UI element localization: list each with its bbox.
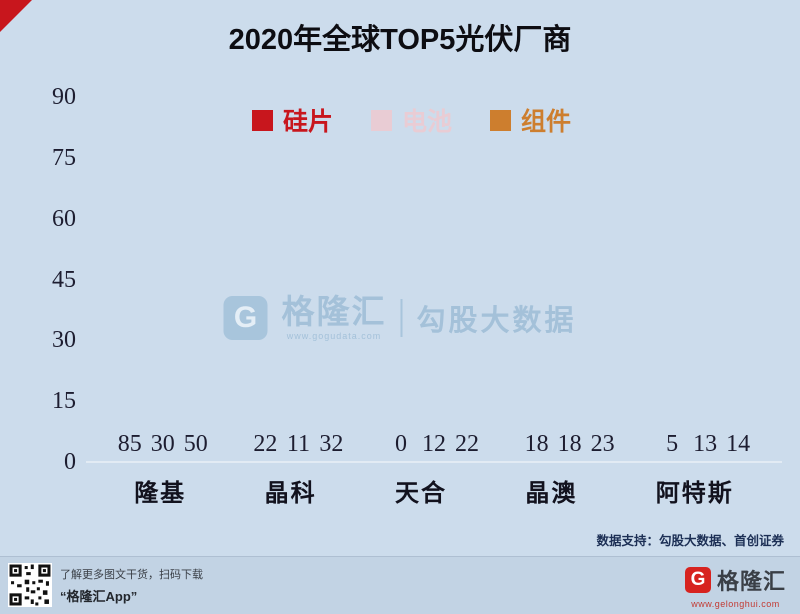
bar-value-label: 50	[183, 431, 208, 457]
bar-value-label: 5	[666, 431, 679, 457]
x-category-label: 阿特斯	[655, 481, 734, 507]
x-axis-line	[86, 461, 782, 463]
corner-ribbon	[0, 0, 32, 32]
legend-item: 电池	[371, 102, 452, 138]
legend-swatch	[490, 109, 512, 131]
legend-label: 硅片	[283, 109, 334, 136]
watermark-divider	[400, 299, 403, 337]
legend-swatch	[252, 109, 273, 131]
x-category-label: 晶科	[264, 481, 317, 507]
legend-item: 硅片	[252, 102, 333, 138]
qr-code	[8, 563, 52, 607]
brand-url: www.gelonghui.com	[691, 599, 780, 609]
footer-left: 了解更多图文干货，扫码下载 “格隆汇App”	[8, 563, 203, 607]
legend-swatch	[371, 109, 393, 131]
brand-name: 格隆汇	[716, 569, 786, 594]
y-tick-label: 30	[52, 327, 76, 354]
qr-caption-2: “格隆汇App”	[60, 588, 138, 604]
bar-value-label: 22	[454, 431, 479, 457]
bar-value-label: 18	[524, 431, 549, 457]
source-note: 数据支持：勾股大数据、首创证券	[596, 534, 784, 548]
y-tick-label: 90	[52, 84, 76, 110]
x-axis-labels: 隆基 晶科 天合 晶澳 阿特斯	[95, 473, 773, 508]
legend: 硅片 电池 组件	[252, 102, 571, 138]
chart-title: 2020年全球TOP5光伏厂商	[228, 24, 572, 56]
y-tick-label: 75	[52, 144, 76, 171]
bar-value-label: 23	[590, 431, 615, 457]
plot-area: 85 30 50 22 11 32 0 12 22 18 18 23 5 13 14	[95, 97, 773, 462]
bar-value-label: 32	[319, 431, 344, 457]
bar-value-label: 18	[557, 431, 582, 457]
legend-item: 组件	[490, 102, 571, 138]
legend-label: 电池	[402, 109, 453, 136]
watermark-brand: 格隆汇	[281, 293, 387, 330]
qr-captions: 了解更多图文干货，扫码下载 “格隆汇App”	[60, 566, 203, 605]
y-tick-label: 45	[52, 266, 76, 293]
bar-value-label: 85	[117, 431, 142, 457]
bar-groups: 85 30 50 22 11 32 0 12 22 18 18 23 5 13 14	[95, 97, 773, 462]
watermark: G 格隆汇 www.gogudata.com 勾股大数据	[223, 295, 576, 341]
watermark-brand-block: 格隆汇 www.gogudata.com	[281, 295, 386, 341]
bar-value-label: 11	[286, 431, 310, 457]
brand-logo-icon: G	[684, 567, 711, 593]
watermark-label: 勾股大数据	[416, 305, 577, 337]
x-category-label: 隆基	[134, 481, 187, 507]
y-tick-label: 60	[52, 205, 76, 232]
y-tick-label: 15	[52, 388, 76, 415]
x-category-label: 天合	[394, 481, 447, 507]
y-tick-label: 0	[64, 449, 76, 475]
bar-value-label: 30	[150, 431, 175, 457]
footer-bar: 了解更多图文干货，扫码下载 “格隆汇App” G 格隆汇 www.gelongh…	[0, 556, 800, 614]
qr-caption-1: 了解更多图文干货，扫码下载	[60, 568, 203, 581]
watermark-logo-icon: G	[223, 296, 268, 340]
bar-value-label: 0	[394, 431, 407, 457]
bar-value-label: 13	[693, 431, 718, 457]
x-category-label: 晶澳	[525, 481, 578, 507]
legend-label: 组件	[521, 109, 572, 136]
footer-brand-block: G 格隆汇 www.gelonghui.com	[684, 564, 786, 609]
bar-value-label: 12	[421, 431, 446, 457]
watermark-url: www.gogudata.com	[286, 331, 382, 341]
bar-value-label: 14	[726, 431, 751, 457]
footer-brand-row: G 格隆汇	[684, 564, 786, 596]
y-axis: 0 15 30 45 60 75 90	[18, 85, 76, 474]
bar-value-label: 22	[253, 431, 278, 457]
